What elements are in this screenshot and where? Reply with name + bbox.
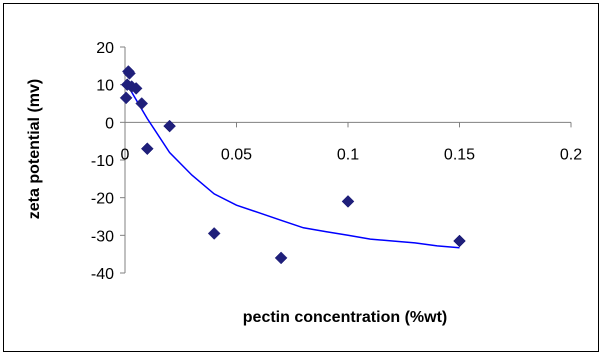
scatter-chart: 20 10 0 -10 -20 -30 -40 0 0.05 0.1 0.15 0.2 pectin … [26,40,582,326]
data-point [140,142,154,156]
x-tick-label: 0 [121,146,130,163]
data-point [129,82,143,95]
x-tick-label: 0.1 [337,146,359,163]
y-tick-label: 10 [96,78,114,95]
x-axis-title: pectin concentration (%wt) [243,309,447,326]
x-tick-label: 0.2 [560,146,582,163]
data-point [274,251,288,265]
data-point [135,97,149,110]
tick-labels-layer: 20 10 0 -10 -20 -30 -40 0 0.05 0.1 0.15 0.2 [91,40,582,283]
y-axis-title: zeta potential (mv) [26,79,43,219]
data-point [453,234,466,248]
y-tick-label: 20 [96,40,114,57]
chart-frame: 20 10 0 -10 -20 -30 -40 0 0.05 0.1 0.15 0.2 pectin … [3,3,599,352]
data-point [341,195,355,208]
y-tick-label: -20 [91,191,114,208]
data-point [207,227,221,240]
data-point [123,67,136,80]
data-point [119,91,133,105]
points-layer [119,65,466,265]
x-tick-label: 0.05 [221,146,252,163]
y-tick-label: 0 [105,115,114,132]
y-tick-label: -10 [91,153,114,170]
trendline [124,80,460,249]
trendline-layer [124,80,460,249]
x-tick-label: 0.15 [444,146,475,163]
y-tick-label: -30 [91,228,114,245]
data-point [163,119,176,133]
y-tick-label: -40 [91,266,114,283]
